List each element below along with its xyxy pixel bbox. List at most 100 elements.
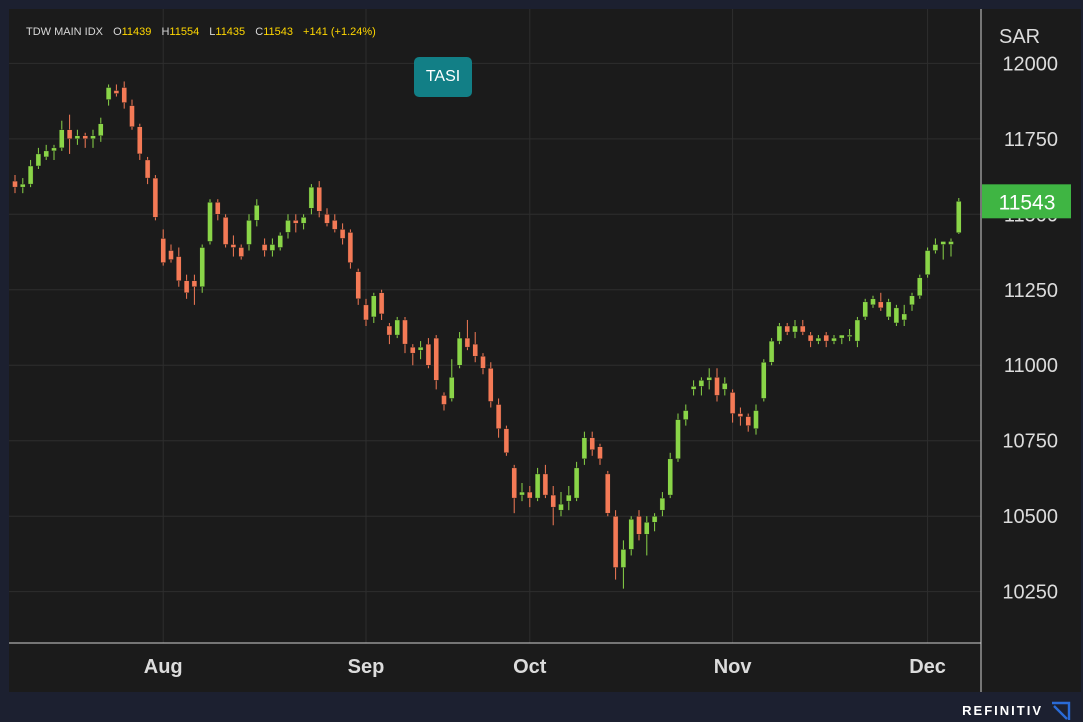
candle[interactable]: [402, 316, 408, 354]
candle[interactable]: [542, 464, 549, 499]
candle[interactable]: [690, 380, 697, 396]
candle[interactable]: [488, 362, 494, 408]
candle[interactable]: [129, 99, 135, 130]
candle[interactable]: [776, 322, 783, 345]
candle[interactable]: [66, 114, 73, 154]
candle[interactable]: [675, 413, 681, 462]
candle[interactable]: [917, 274, 923, 299]
candle[interactable]: [332, 214, 338, 233]
candle[interactable]: [137, 123, 143, 160]
candle[interactable]: [644, 516, 650, 556]
candle[interactable]: [293, 214, 299, 233]
candle[interactable]: [230, 235, 237, 257]
candle[interactable]: [324, 208, 330, 227]
candle[interactable]: [480, 353, 486, 375]
candle[interactable]: [207, 199, 213, 245]
candle[interactable]: [43, 144, 49, 160]
candle[interactable]: [105, 84, 112, 106]
candle[interactable]: [714, 368, 720, 402]
candle[interactable]: [683, 404, 689, 426]
candle[interactable]: [160, 229, 166, 266]
candle[interactable]: [246, 214, 252, 251]
candle[interactable]: [823, 332, 829, 348]
candle[interactable]: [550, 486, 556, 526]
candle[interactable]: [605, 470, 611, 517]
candle[interactable]: [862, 298, 868, 320]
candle[interactable]: [566, 486, 572, 511]
candle[interactable]: [121, 81, 127, 109]
candle[interactable]: [527, 486, 533, 508]
candle[interactable]: [425, 338, 432, 369]
candle[interactable]: [503, 425, 510, 456]
candle[interactable]: [59, 120, 65, 151]
candle[interactable]: [722, 377, 728, 396]
candle[interactable]: [940, 241, 946, 260]
candle[interactable]: [807, 332, 814, 348]
candle[interactable]: [378, 289, 385, 320]
candle[interactable]: [51, 144, 57, 160]
candle[interactable]: [168, 244, 174, 263]
candle[interactable]: [472, 332, 478, 363]
candlestick-chart[interactable]: 1025010500107501100011250115001175012000…: [9, 9, 1081, 692]
candle[interactable]: [948, 238, 954, 257]
candle[interactable]: [815, 335, 822, 345]
candle[interactable]: [308, 184, 315, 215]
candle[interactable]: [176, 247, 182, 287]
candle[interactable]: [924, 247, 931, 278]
candle[interactable]: [20, 178, 26, 194]
candle[interactable]: [433, 335, 439, 390]
candle[interactable]: [222, 214, 229, 248]
candle[interactable]: [152, 175, 159, 221]
candle[interactable]: [12, 175, 18, 194]
candle[interactable]: [35, 147, 42, 170]
candle[interactable]: [144, 156, 151, 185]
candle[interactable]: [737, 407, 744, 426]
candle[interactable]: [113, 84, 120, 97]
candle[interactable]: [698, 377, 705, 396]
candle[interactable]: [706, 368, 712, 390]
candle[interactable]: [410, 344, 416, 366]
candle[interactable]: [316, 181, 322, 218]
candle[interactable]: [597, 443, 603, 465]
candle[interactable]: [612, 510, 619, 580]
candle[interactable]: [456, 332, 463, 369]
candle[interactable]: [90, 129, 96, 148]
instrument-badge[interactable]: TASI: [414, 57, 472, 97]
candle[interactable]: [261, 238, 268, 257]
candle[interactable]: [659, 492, 666, 517]
candle[interactable]: [573, 461, 580, 502]
candle[interactable]: [893, 304, 900, 326]
candle[interactable]: [901, 304, 907, 326]
candle[interactable]: [768, 338, 775, 366]
candle[interactable]: [339, 223, 346, 245]
candle[interactable]: [831, 335, 837, 345]
candle[interactable]: [581, 431, 588, 465]
candle[interactable]: [667, 452, 673, 499]
candle[interactable]: [441, 392, 447, 411]
candle[interactable]: [839, 334, 845, 345]
candle[interactable]: [878, 292, 884, 311]
candle[interactable]: [932, 238, 939, 254]
candle[interactable]: [511, 464, 517, 514]
candle[interactable]: [761, 359, 767, 402]
candle[interactable]: [651, 513, 658, 532]
candle[interactable]: [300, 214, 307, 230]
candle[interactable]: [371, 292, 377, 323]
candle[interactable]: [589, 431, 595, 456]
candle[interactable]: [909, 292, 915, 311]
candle[interactable]: [82, 132, 88, 148]
candle[interactable]: [394, 316, 400, 339]
candle[interactable]: [729, 389, 736, 423]
candle[interactable]: [870, 295, 876, 308]
candle[interactable]: [199, 244, 205, 293]
candle[interactable]: [363, 298, 369, 326]
candle[interactable]: [534, 467, 541, 502]
candle[interactable]: [753, 404, 759, 435]
candle[interactable]: [417, 341, 424, 360]
candle[interactable]: [620, 540, 627, 589]
candle[interactable]: [628, 516, 634, 556]
candle[interactable]: [885, 298, 892, 320]
candle[interactable]: [254, 199, 260, 227]
candle[interactable]: [183, 274, 190, 299]
candle[interactable]: [386, 322, 393, 345]
